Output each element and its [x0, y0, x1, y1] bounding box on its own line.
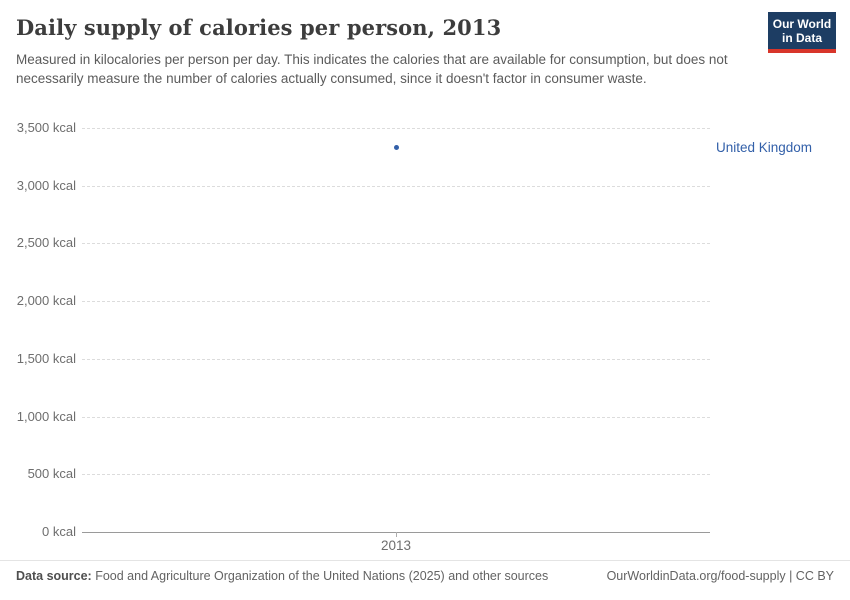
y-tick-label-0: 0 kcal	[42, 524, 76, 539]
y-tick-label-2000: 2,000 kcal	[16, 293, 76, 309]
gridline-1000	[82, 416, 710, 418]
x-axis-tick	[396, 532, 397, 537]
data-source-note: Data source: Food and Agriculture Organi…	[16, 569, 548, 583]
y-tick-label-3000: 3,000 kcal	[16, 177, 76, 193]
gridline-1500	[82, 358, 710, 360]
data-point-united-kingdom[interactable]	[393, 145, 399, 151]
series-label-united-kingdom[interactable]: United Kingdom	[716, 139, 813, 155]
chart-subtitle: Measured in kilocalories per person per …	[16, 52, 728, 86]
attribution-link[interactable]: OurWorldinData.org/food-supply | CC BY	[606, 569, 834, 583]
gridline-2500	[82, 243, 710, 245]
footer-divider	[0, 560, 850, 561]
data-source-label: Data source:	[16, 569, 92, 583]
owid-logo-line2: in Data	[781, 31, 822, 45]
gridline-500	[82, 474, 710, 476]
gridline-3000	[82, 185, 710, 187]
x-tick-label: 2013	[380, 538, 412, 553]
data-source-text: Food and Agriculture Organization of the…	[91, 569, 549, 583]
gridline-2000	[82, 301, 710, 303]
y-tick-label-500: 500 kcal	[27, 466, 76, 482]
y-tick-label-1500: 1,500 kcal	[16, 350, 76, 366]
y-tick-label-3500: 3,500 kcal	[16, 120, 76, 135]
page-title: Daily supply of calories per person, 201…	[16, 15, 502, 40]
y-tick-label-1000: 1,000 kcal	[16, 408, 76, 424]
owid-logo[interactable]: Our World in Data	[768, 12, 836, 53]
gridline-3500	[82, 128, 710, 129]
owid-logo-line1: Our World	[772, 17, 832, 31]
y-tick-label-2500: 2,500 kcal	[16, 235, 76, 251]
footer: Data source: Food and Agriculture Organi…	[16, 569, 834, 583]
